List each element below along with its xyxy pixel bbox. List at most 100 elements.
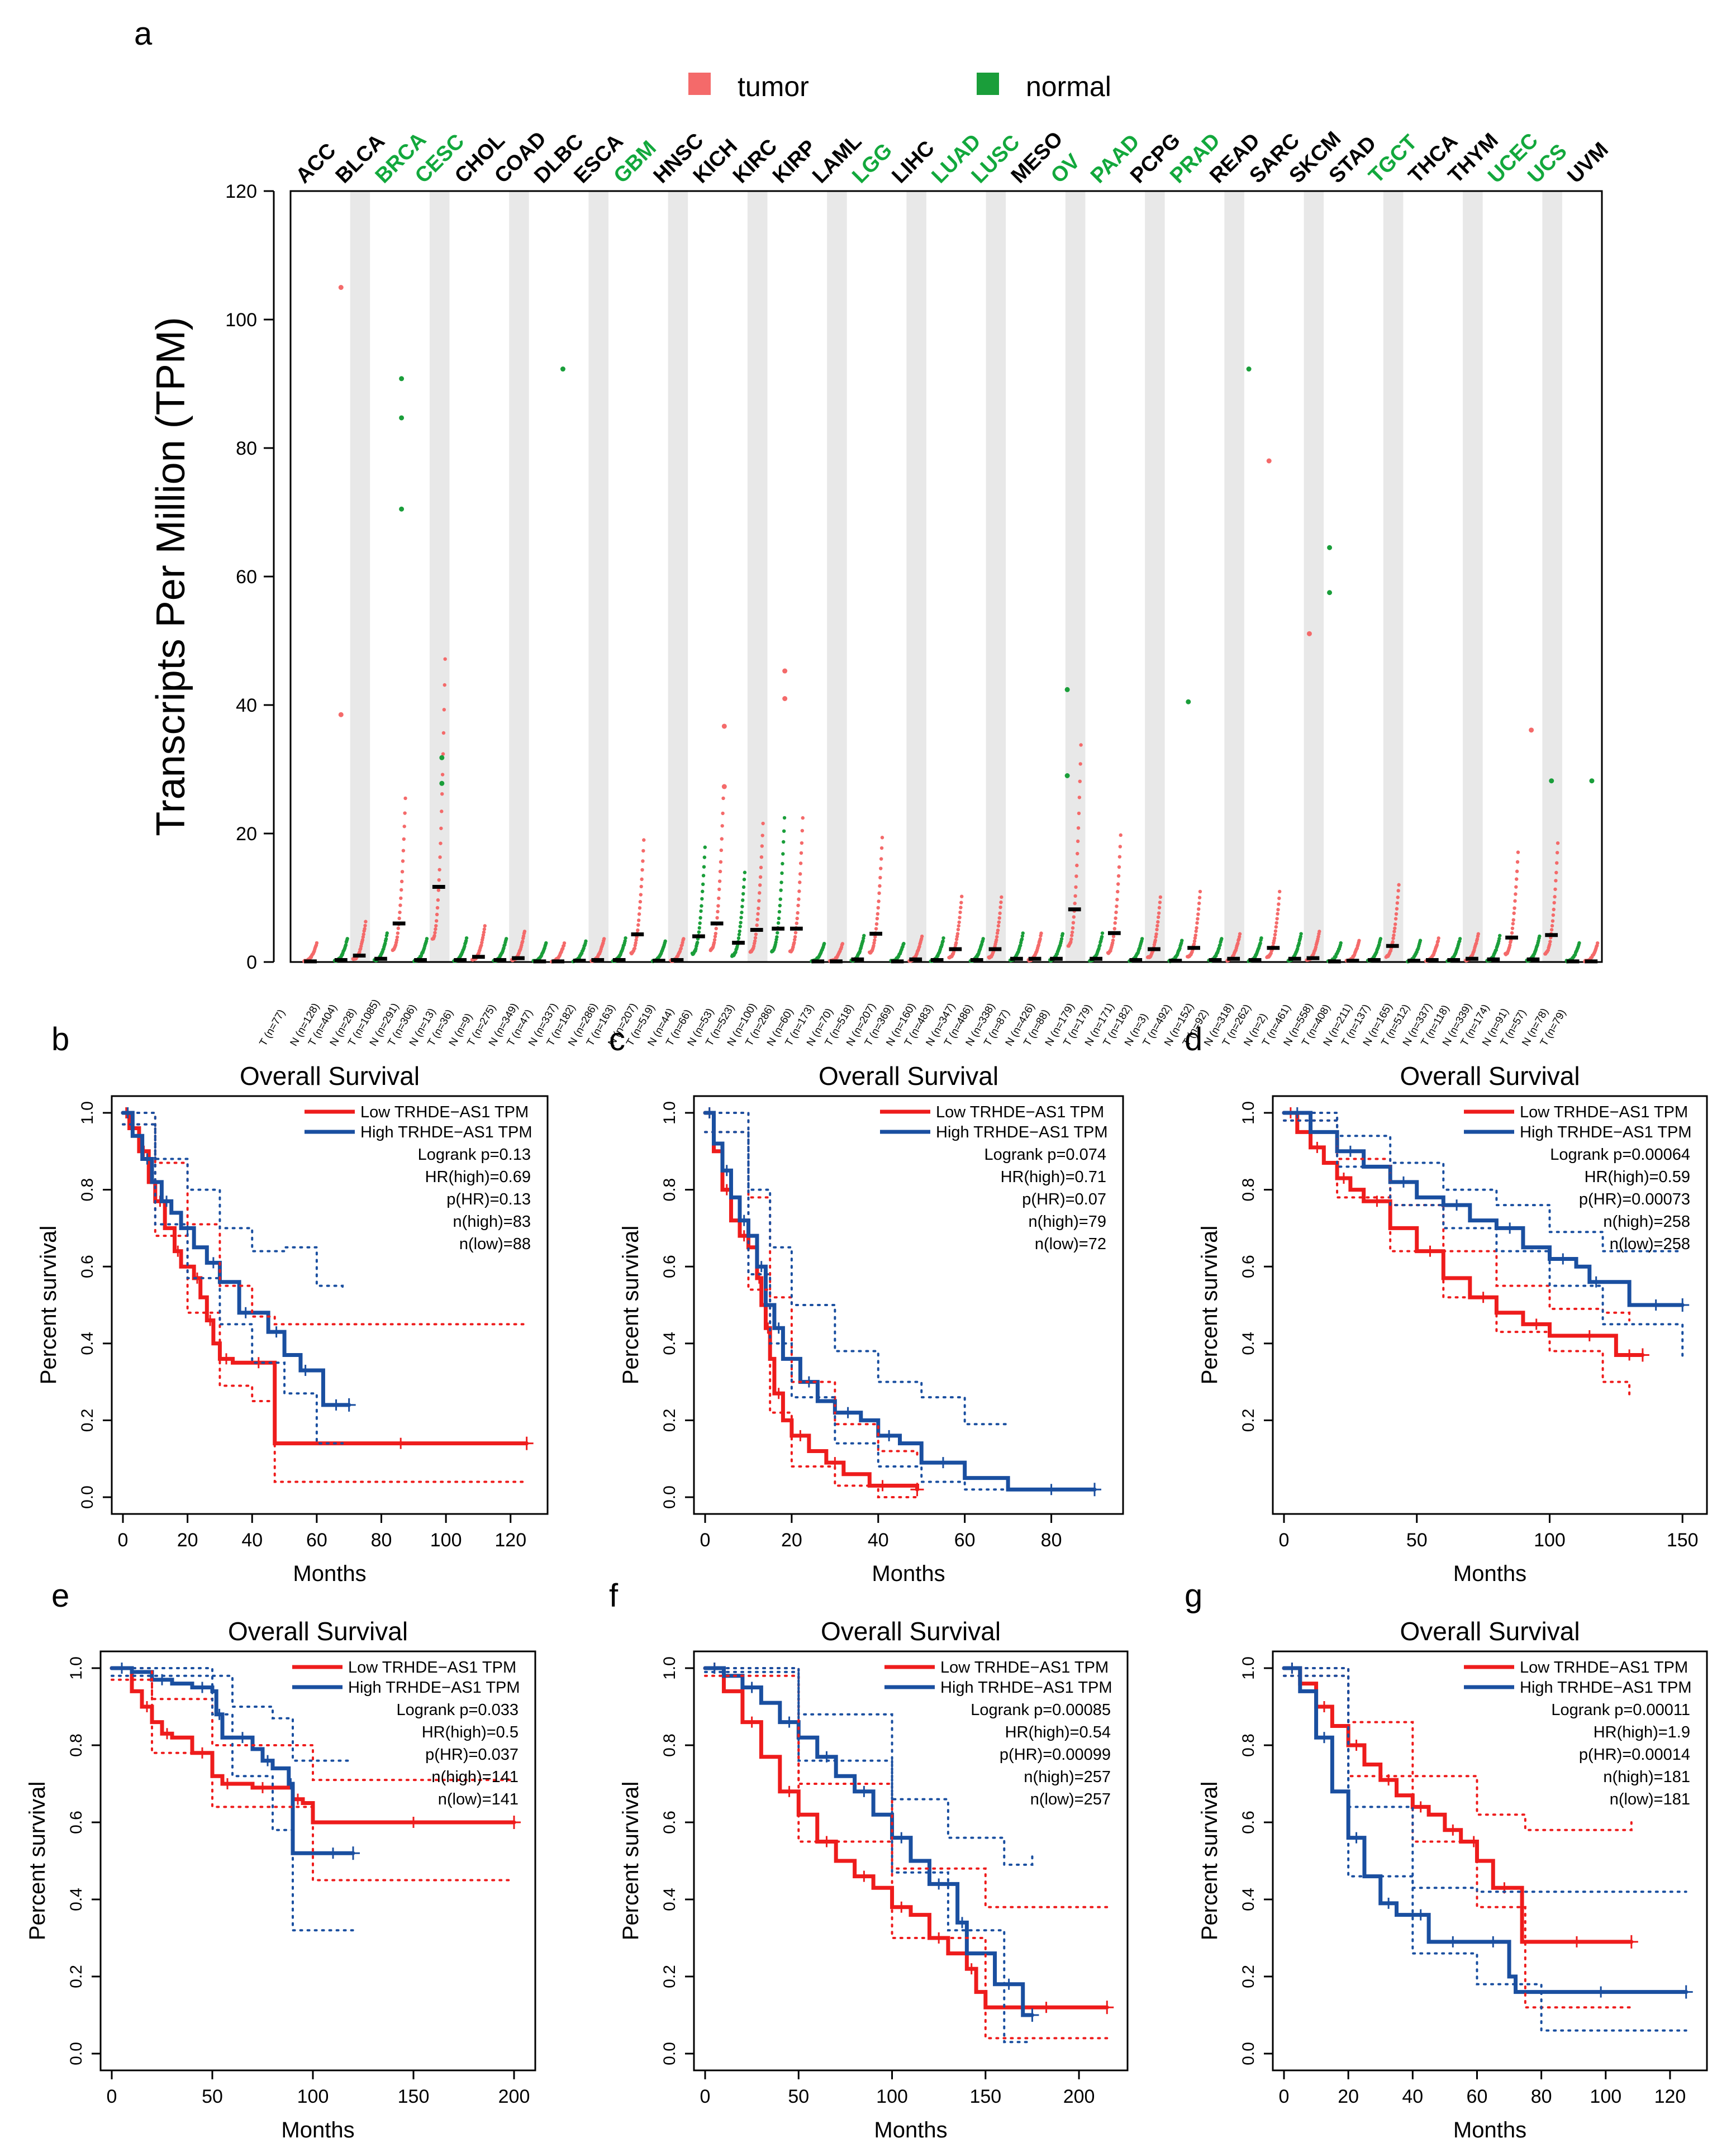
tpm-point bbox=[1157, 906, 1162, 909]
x-tick-label: 60 bbox=[306, 1530, 327, 1551]
tpm-point bbox=[623, 939, 627, 943]
tpm-point bbox=[1079, 743, 1083, 747]
outlier-point bbox=[399, 506, 405, 512]
tpm-point bbox=[776, 921, 781, 925]
x-tick-label: 100 bbox=[1534, 1530, 1566, 1551]
x-tick-label: 80 bbox=[1041, 1530, 1062, 1551]
tpm-point bbox=[1075, 863, 1079, 868]
tpm-point bbox=[641, 859, 645, 863]
tpm-point bbox=[1180, 939, 1184, 942]
tpm-point bbox=[996, 928, 1000, 932]
stat-line: n(low)=72 bbox=[1035, 1235, 1106, 1253]
tpm-point bbox=[1515, 860, 1520, 864]
tpm-point bbox=[1510, 931, 1514, 935]
tpm-point bbox=[879, 846, 884, 850]
x-tick-label: 40 bbox=[868, 1530, 889, 1551]
tpm-point bbox=[1110, 941, 1115, 945]
y-tick-label: 0.4 bbox=[67, 1888, 85, 1911]
tpm-point bbox=[757, 906, 760, 911]
panel-title-g: Overall Survival bbox=[1400, 1617, 1580, 1646]
x-tick-label: 100 bbox=[1590, 2086, 1621, 2107]
ci-line-high-d bbox=[1283, 1112, 1684, 1253]
tpm-point bbox=[1435, 943, 1439, 947]
cancer-band-CESC bbox=[429, 191, 450, 962]
stat-line: n(low)=258 bbox=[1610, 1235, 1690, 1253]
tpm-point bbox=[701, 882, 705, 887]
x-tick-label: 20 bbox=[781, 1530, 802, 1551]
plot-frame-g bbox=[1272, 1650, 1708, 2071]
tpm-point bbox=[872, 944, 876, 948]
outlier-point bbox=[338, 285, 344, 290]
tpm-point bbox=[636, 923, 640, 927]
tpm-point bbox=[1076, 839, 1080, 844]
tpm-point bbox=[384, 937, 388, 941]
tpm-point bbox=[435, 912, 439, 917]
cancer-band-COAD bbox=[509, 191, 529, 962]
tpm-point bbox=[1513, 899, 1517, 903]
tpm-point bbox=[402, 825, 406, 828]
tpm-point bbox=[398, 903, 402, 907]
survival-curve-high-d bbox=[1282, 1111, 1685, 1307]
tpm-point bbox=[737, 932, 741, 937]
tpm-point bbox=[1552, 901, 1556, 905]
tpm-point bbox=[1111, 938, 1115, 942]
tpm-point bbox=[1551, 913, 1556, 917]
tpm-point bbox=[363, 923, 367, 928]
legend-high-label: High TRHDE−AS1 TPM bbox=[1520, 1679, 1692, 1697]
tpm-point bbox=[544, 941, 548, 945]
tpm-point bbox=[1155, 927, 1159, 932]
x-axis-label-b: Months bbox=[293, 1561, 366, 1586]
legend-normal-swatch bbox=[977, 73, 999, 95]
tpm-point bbox=[1391, 940, 1395, 944]
tpm-point bbox=[1316, 935, 1320, 939]
tpm-point bbox=[521, 939, 525, 944]
x-tick-label: 0 bbox=[1279, 1530, 1290, 1551]
tpm-point bbox=[1074, 885, 1078, 889]
tpm-point bbox=[741, 898, 745, 902]
tpm-point bbox=[955, 932, 960, 936]
tpm-point bbox=[753, 939, 757, 943]
y-tick-label: 0.2 bbox=[67, 1965, 85, 1988]
x-tick-label: 20 bbox=[1338, 2086, 1359, 2107]
y-tick-label: 0.6 bbox=[1239, 1811, 1258, 1834]
cancer-band-TGCT bbox=[1383, 191, 1404, 962]
tpm-point bbox=[998, 905, 1002, 909]
tpm-point bbox=[718, 869, 722, 874]
tpm-point bbox=[1078, 762, 1082, 766]
tpm-point bbox=[995, 938, 998, 942]
tpm-point bbox=[1237, 935, 1242, 939]
tpm-point bbox=[717, 879, 722, 883]
cancer-band-PCPG bbox=[1145, 191, 1165, 962]
tpm-point bbox=[1437, 936, 1440, 940]
tpm-point bbox=[1114, 916, 1117, 920]
x-tick-label: 100 bbox=[876, 2086, 908, 2107]
plot-frame-d bbox=[1272, 1095, 1708, 1515]
tpm-point bbox=[1021, 931, 1025, 935]
tpm-point bbox=[741, 892, 745, 896]
stat-line: p(HR)=0.00014 bbox=[1579, 1746, 1690, 1764]
x-tick-label: 60 bbox=[954, 1530, 976, 1551]
tpm-point bbox=[1192, 942, 1196, 946]
ci-line-high-g bbox=[1283, 1674, 1687, 2032]
x-axis-label-c: Months bbox=[872, 1561, 945, 1586]
tpm-point bbox=[1236, 941, 1240, 945]
x-tick-label: 120 bbox=[494, 1530, 526, 1551]
tpm-point bbox=[425, 937, 429, 941]
tpm-point bbox=[996, 924, 1001, 928]
y-tick-label: 0.8 bbox=[78, 1178, 97, 1202]
outlier-point bbox=[439, 755, 445, 760]
tpm-point bbox=[1154, 935, 1158, 939]
x-axis-label-d: Months bbox=[1453, 1561, 1526, 1586]
tpm-point bbox=[682, 937, 686, 941]
outlier-point bbox=[1064, 773, 1070, 778]
tpm-point bbox=[385, 931, 389, 935]
tpm-point bbox=[1397, 883, 1401, 887]
tpm-point bbox=[1393, 917, 1398, 921]
tpm-point bbox=[721, 811, 725, 816]
stat-line: n(high)=141 bbox=[431, 1768, 519, 1786]
outlier-point bbox=[1064, 687, 1070, 692]
tpm-point bbox=[1278, 889, 1282, 894]
tpm-point bbox=[954, 937, 959, 941]
tpm-point bbox=[778, 897, 782, 901]
x-tick-label: 150 bbox=[1667, 1530, 1699, 1551]
